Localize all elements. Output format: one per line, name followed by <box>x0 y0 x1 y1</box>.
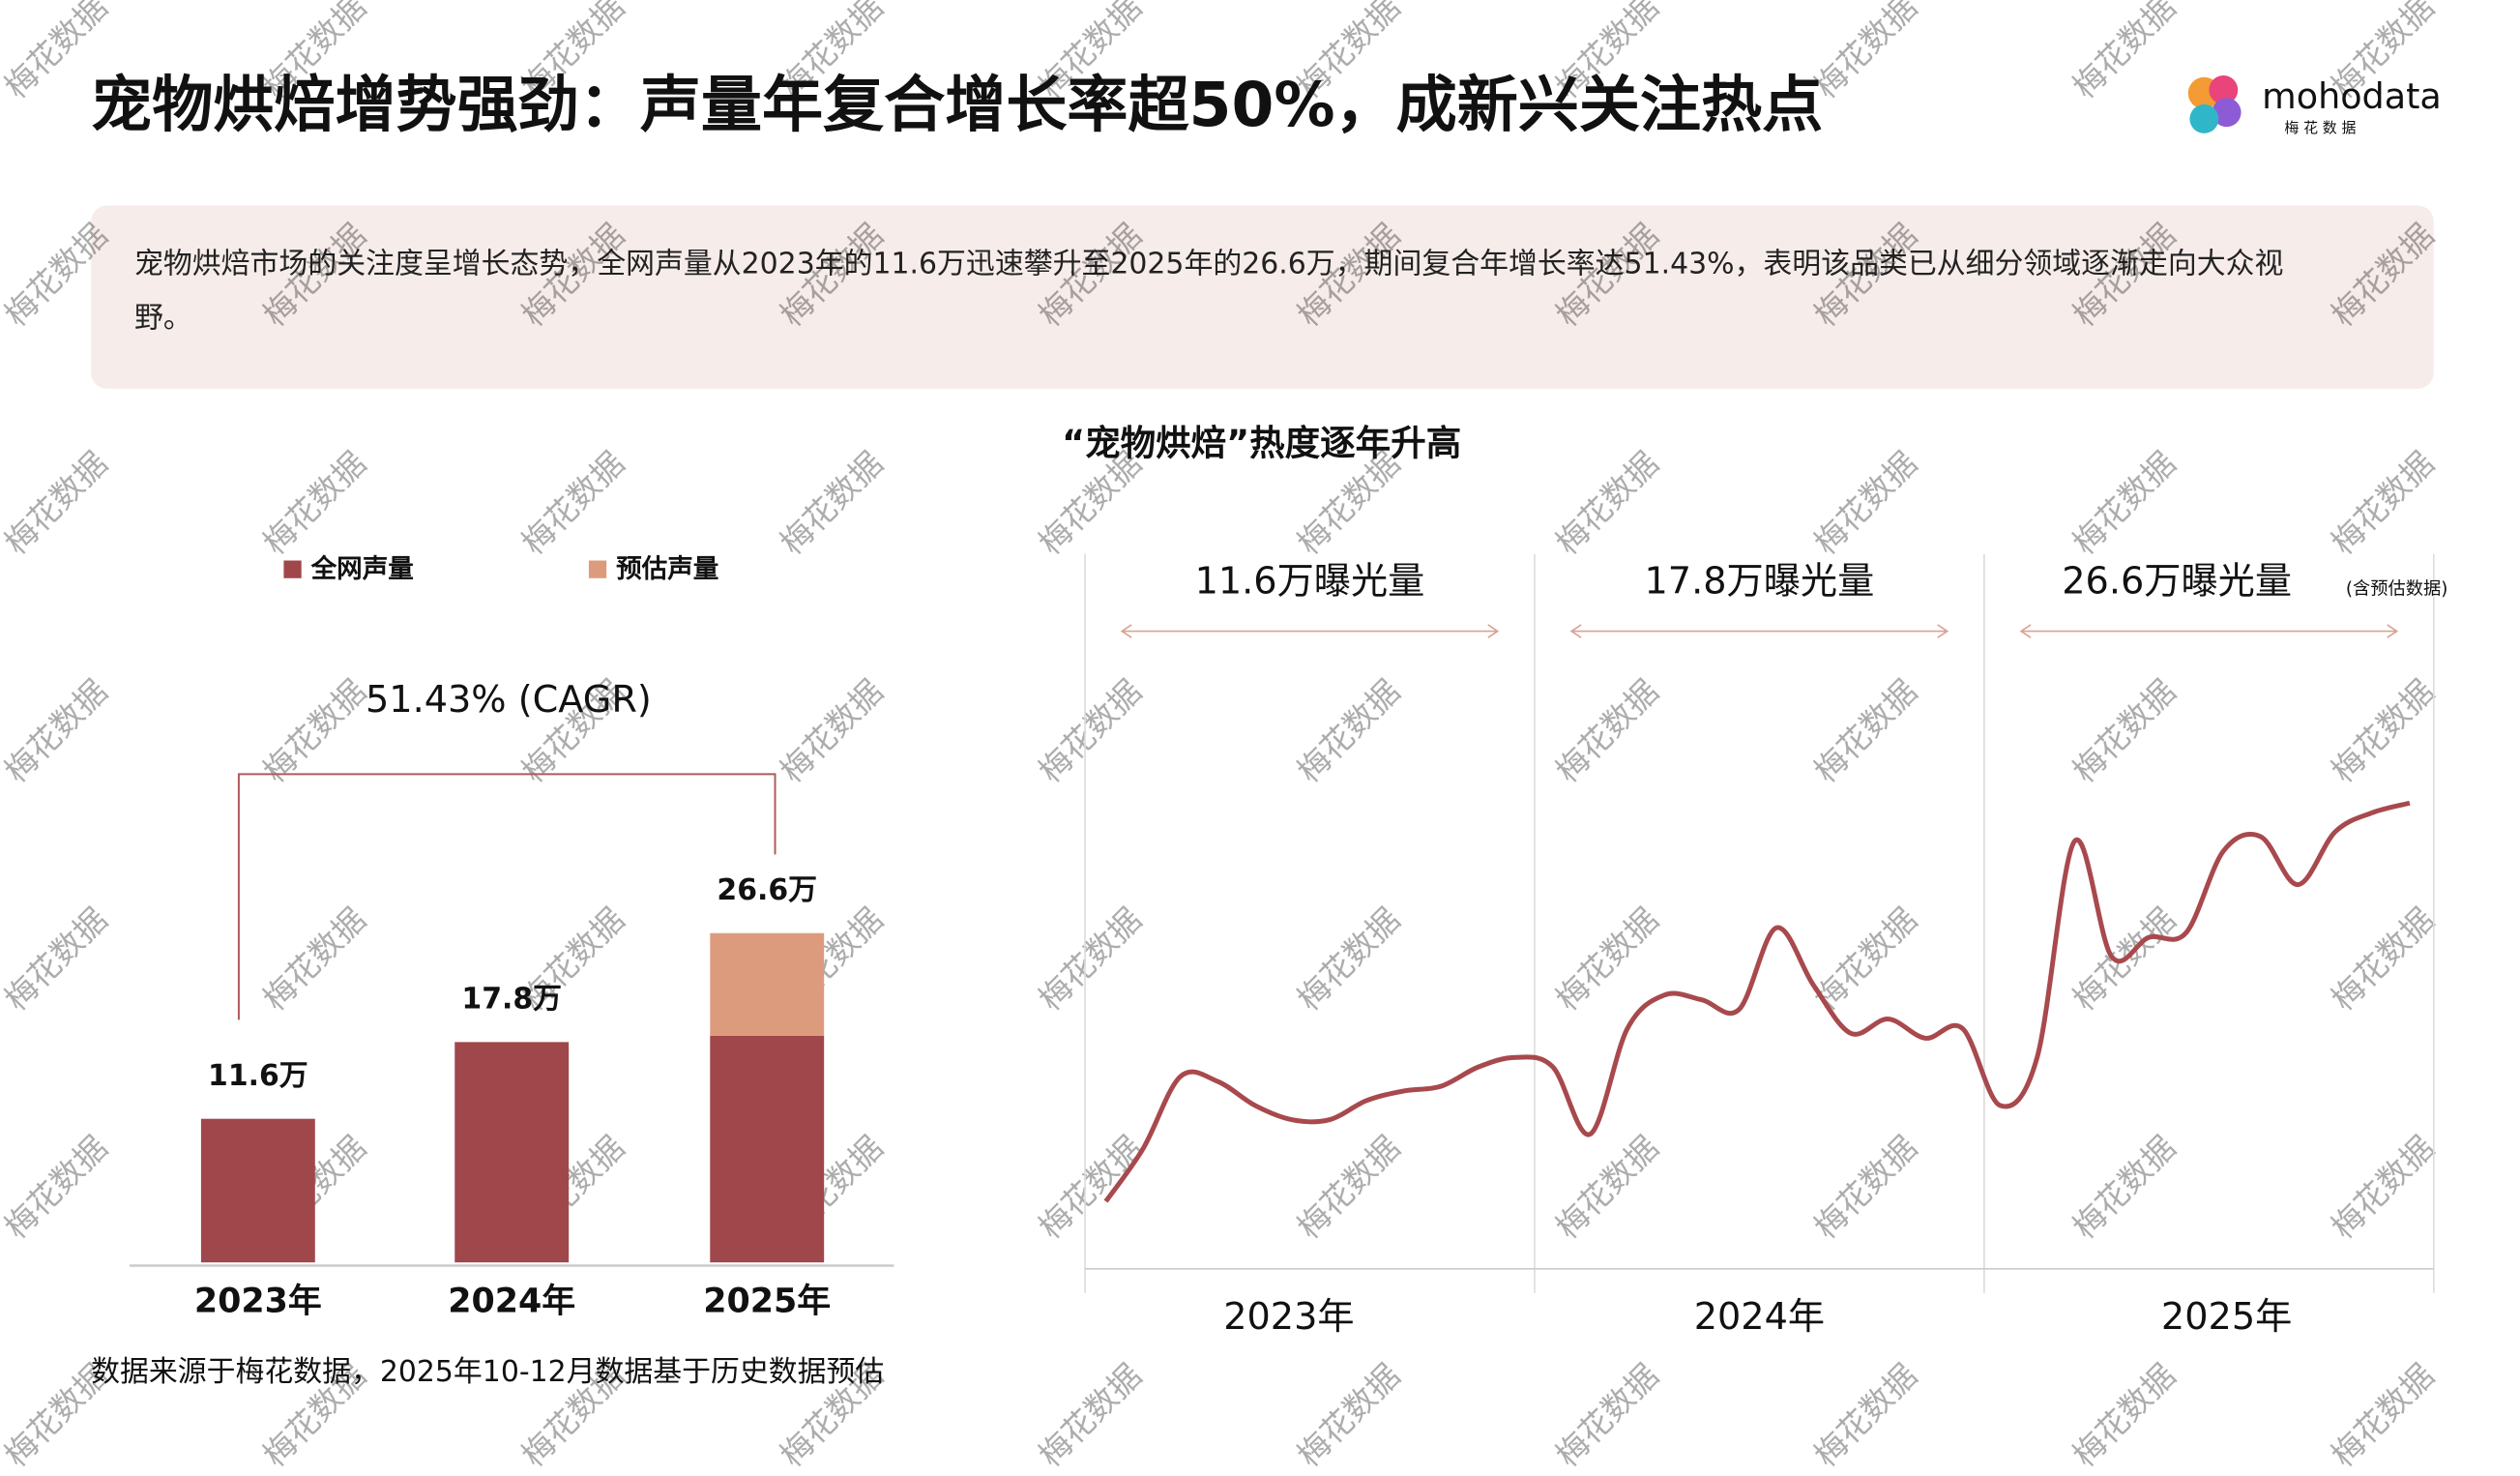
logo-name: mohodata <box>2262 75 2442 117</box>
total-label: 11.6万 <box>208 1059 308 1093</box>
x-tick-label: 2024年 <box>1694 1296 1825 1339</box>
range-arrow <box>1120 624 1500 638</box>
section-header: 17.8万曝光量 <box>1645 560 1875 603</box>
logo-petal <box>2212 98 2242 128</box>
section-note: (含预估数据) <box>2346 578 2448 599</box>
range-arrow <box>2019 624 2399 638</box>
summary-holder: 宠物烘焙市场的关注度呈增长态势，全网声量从2023年的11.6万迅速攀升至202… <box>133 247 2284 337</box>
summary-box <box>91 205 2434 389</box>
footnote: 数据来源于梅花数据，2025年10-12月数据基于历史数据预估 <box>91 1355 884 1389</box>
legend-label: 全网声量 <box>310 554 414 584</box>
x-tick-label: 2025年 <box>2161 1296 2292 1339</box>
logo: mohodata 梅 花 数 据 <box>2187 75 2442 136</box>
legend-swatch <box>283 560 302 578</box>
total-label: 26.6万 <box>717 873 817 907</box>
bar <box>710 1035 825 1263</box>
legend-label: 预估声量 <box>616 554 718 584</box>
title: 宠物烘焙增势强劲：声量年复合增长率超50%，成新兴关注热点 <box>91 69 1823 140</box>
section-header: 11.6万曝光量 <box>1195 560 1425 603</box>
legend-swatch <box>588 560 607 578</box>
total-label: 17.8万 <box>461 983 562 1017</box>
logo-petal <box>2189 103 2219 133</box>
summary: 宠物烘焙市场的关注度呈增长态势，全网声量从2023年的11.6万迅速攀升至202… <box>133 247 2284 337</box>
x-tick-label: 2023年 <box>1223 1296 1354 1339</box>
logo-petal <box>2209 75 2239 104</box>
bar <box>710 932 825 1036</box>
cagr-bracket <box>237 773 777 1020</box>
bar <box>200 1118 315 1263</box>
x-tick-label: 2024年 <box>448 1283 575 1321</box>
annotation: 51.43% (CAGR) <box>366 679 652 722</box>
range-arrow <box>1569 624 1949 638</box>
x-tick-label: 2023年 <box>194 1283 322 1321</box>
section-header: 26.6万曝光量 <box>2062 560 2292 603</box>
chart-title: “宠物烘焙”热度逐年升高 <box>1062 422 1461 463</box>
x-tick-label: 2025年 <box>703 1283 831 1321</box>
bar <box>454 1042 570 1263</box>
logo-subtitle: 梅 花 数 据 <box>2284 119 2356 136</box>
trend-line <box>1103 800 2411 1203</box>
